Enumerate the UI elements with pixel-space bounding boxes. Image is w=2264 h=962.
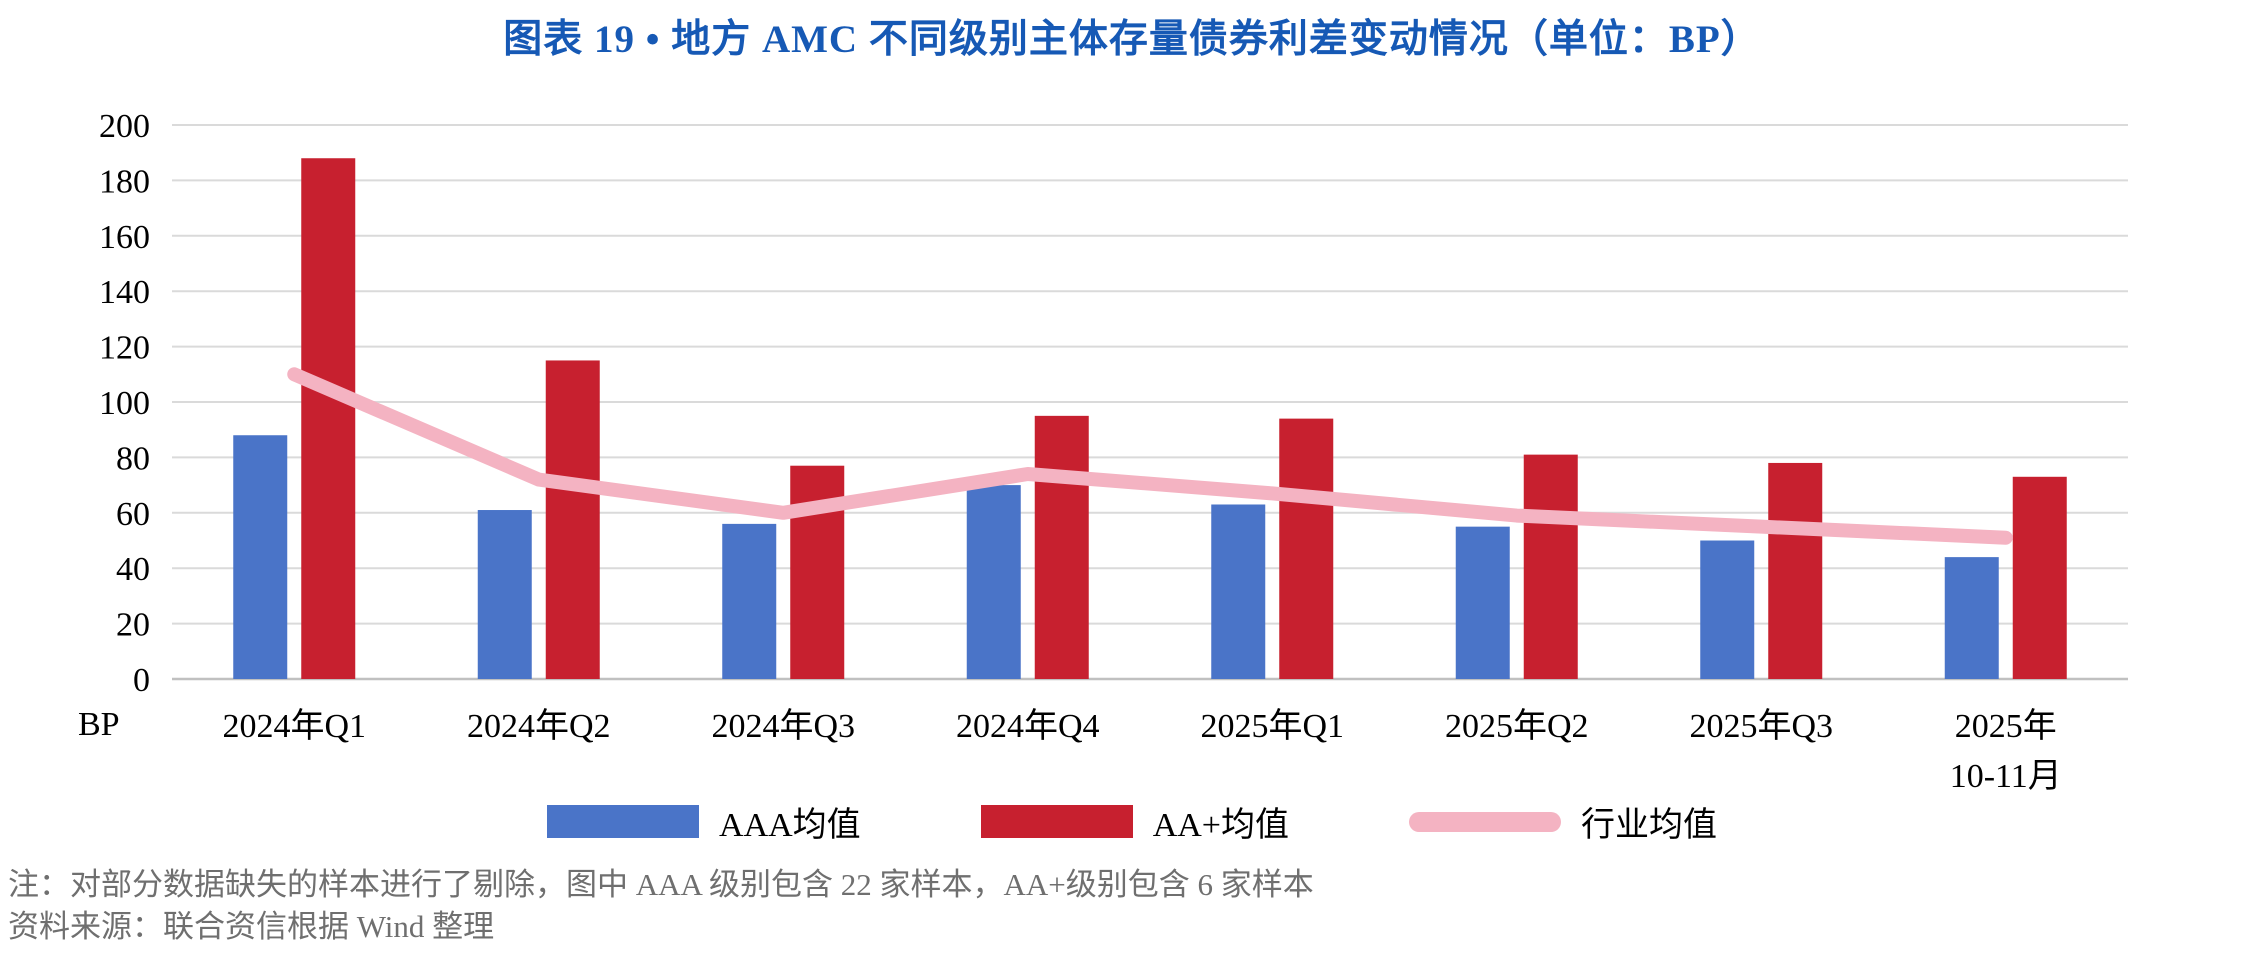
bar-AAA均值-2025年Q1 [1211,504,1266,679]
y-tick-label: 80 [116,440,150,477]
bar-AA+均值-2024年Q4 [1034,415,1089,679]
bar-AA+均值-2025年Q3 [1768,462,1823,679]
bar-AAA均值-2025年Q2 [1455,526,1510,679]
legend: AAA均值 AA+均值 行业均值 [60,797,2204,846]
legend-label-aaplus: AA+均值 [1152,807,1289,844]
x-tick-label: 2025年Q3 [1689,707,1833,745]
legend-item-aaplus: AA+均值 [980,797,1289,846]
y-tick-label: 20 [116,607,150,644]
x-tick-label: 2024年Q3 [711,707,855,745]
bar-AAA均值-2025年10-11月 [1944,557,1999,679]
y-tick-label: 0 [133,662,150,699]
y-tick-label: 200 [99,108,150,145]
bar-AAA均值-2025年Q3 [1700,540,1755,679]
chart-title: 图表 19 • 地方 AMC 不同级别主体存量债券利差变动情况（单位：BP） [503,18,1761,61]
y-tick-label: 160 [99,219,150,256]
bar-AAA均值-2024年Q3 [722,523,777,679]
bar-AAA均值-2024年Q2 [477,510,532,679]
bar-AA+均值-2024年Q2 [545,360,600,679]
y-axis-unit-label: BP [78,706,120,743]
bar-AA+均值-2024年Q1 [301,158,356,680]
x-tick-label: 2024年Q4 [956,707,1100,745]
bar-AA+均值-2025年Q2 [1523,454,1578,679]
y-tick-label: 120 [99,330,150,367]
legend-label-industry: 行业均值 [1580,807,1717,844]
x-tick-label: 2024年Q2 [467,707,611,745]
legend-swatch-aaplus-bar [980,805,1133,838]
x-tick-label: 2025年Q1 [1200,707,1344,745]
footnote-samples: 注：对部分数据缺失的样本进行了剔除，图中 AAA 级别包含 22 家样本，AA+… [8,867,1314,902]
legend-swatch-aaa-bar [547,805,700,838]
x-tick-label: 2024年Q1 [222,707,366,745]
y-tick-label: 140 [99,274,150,311]
bar-AA+均值-2025年Q1 [1279,418,1334,679]
bar-AAA均值-2024年Q1 [233,435,288,679]
y-tick-label: 60 [116,496,150,533]
legend-item-industry: 行业均值 [1408,797,1717,846]
x-tick-label: 2025年 10-11月 [1950,707,2062,795]
footnote-source: 资料来源：联合资信根据 Wind 整理 [8,909,495,944]
footnotes: 注：对部分数据缺失的样本进行了剔除，图中 AAA 级别包含 22 家样本，AA+… [8,864,1314,948]
legend-label-aaa: AAA均值 [719,807,861,844]
industry-average-line [287,367,2013,545]
y-tick-label: 40 [116,551,150,588]
legend-swatch-industry-line [1408,811,1561,832]
y-tick-label: 180 [99,163,150,200]
y-tick-label: 100 [99,385,150,422]
bar-AAA均值-2024年Q4 [966,485,1021,679]
x-tick-label: 2025年Q2 [1445,707,1589,745]
bar-AA+均值-2025年10-11月 [2012,476,2067,679]
legend-item-aaa: AAA均值 [547,797,861,846]
